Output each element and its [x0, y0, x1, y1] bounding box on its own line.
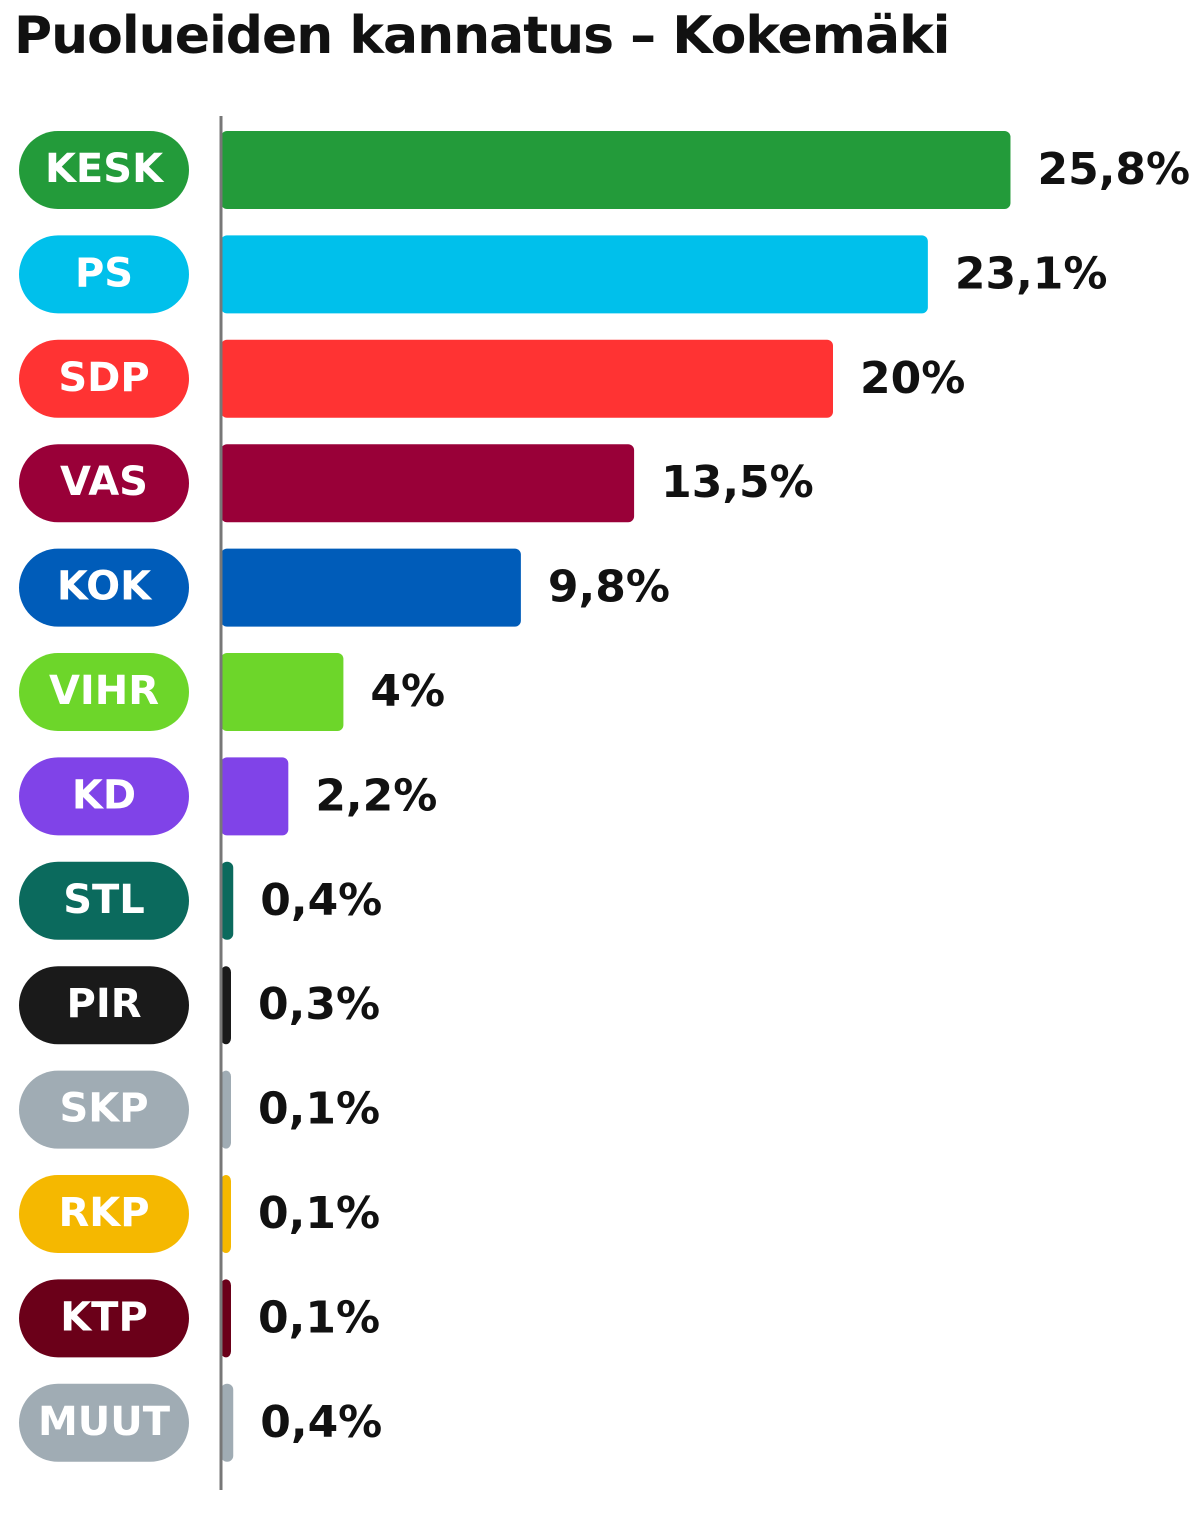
bar-vihr	[221, 653, 344, 731]
value-label-skp: 0,1%	[258, 1084, 380, 1135]
party-label-muut: MUUT	[38, 1399, 171, 1445]
bar-stl	[221, 861, 234, 940]
bar-pir	[221, 966, 231, 1045]
bar-vas	[221, 444, 635, 523]
value-label-kesk: 25,8%	[1037, 144, 1190, 195]
value-label-kok: 9,8%	[548, 562, 670, 613]
value-label-sdp: 20%	[860, 353, 965, 404]
bar-muut	[221, 1383, 234, 1462]
bar-ps	[221, 235, 928, 314]
party-label-kesk: KESK	[45, 146, 165, 192]
bar-rkp	[221, 1175, 231, 1253]
party-label-kd: KD	[72, 772, 136, 818]
bar-kd	[221, 757, 289, 836]
value-label-stl: 0,4%	[260, 875, 382, 926]
party-label-vihr: VIHR	[49, 668, 159, 714]
party-pill-sdp	[19, 339, 189, 418]
party-label-ps: PS	[75, 250, 133, 296]
value-label-ktp: 0,1%	[258, 1292, 380, 1343]
chart-marks: KESK 25,8% PS 23,1% SDP 20% VAS 13,5% KOK 9,8% VIH…	[19, 131, 1190, 1462]
party-pill-pir	[19, 966, 189, 1045]
party-label-skp: SKP	[59, 1086, 148, 1132]
value-label-vihr: 4%	[370, 666, 445, 717]
party-pill-vas	[19, 444, 189, 523]
party-label-ktp: KTP	[60, 1294, 148, 1340]
bar-skp	[221, 1070, 231, 1149]
party-pill-kd	[19, 757, 189, 836]
party-label-rkp: RKP	[58, 1190, 149, 1236]
party-pill-vihr	[19, 653, 189, 731]
party-label-kok: KOK	[57, 564, 153, 610]
party-pill-stl	[19, 861, 189, 940]
bar-kok	[221, 548, 521, 627]
party-pill-kok	[19, 548, 189, 627]
party-label-pir: PIR	[67, 981, 142, 1027]
value-label-vas: 13,5%	[661, 457, 814, 508]
party-pill-kesk	[19, 131, 189, 209]
value-label-kd: 2,2%	[315, 770, 437, 821]
bar-kesk	[221, 131, 1011, 209]
party-label-stl: STL	[63, 877, 145, 923]
chart-title: Puolueiden kannatus – Kokemäki	[14, 6, 950, 66]
bar-sdp	[221, 339, 833, 418]
value-label-muut: 0,4%	[260, 1397, 382, 1448]
party-label-vas: VAS	[60, 459, 148, 505]
party-pill-muut	[19, 1383, 189, 1462]
party-label-sdp: SDP	[58, 355, 149, 401]
value-label-pir: 0,3%	[258, 979, 380, 1030]
party-pill-ktp	[19, 1279, 189, 1358]
bar-ktp	[221, 1279, 231, 1358]
value-label-ps: 23,1%	[955, 248, 1108, 299]
party-pill-ps	[19, 235, 189, 314]
party-pill-skp	[19, 1070, 189, 1149]
value-label-rkp: 0,1%	[258, 1188, 380, 1239]
party-pill-rkp	[19, 1175, 189, 1253]
